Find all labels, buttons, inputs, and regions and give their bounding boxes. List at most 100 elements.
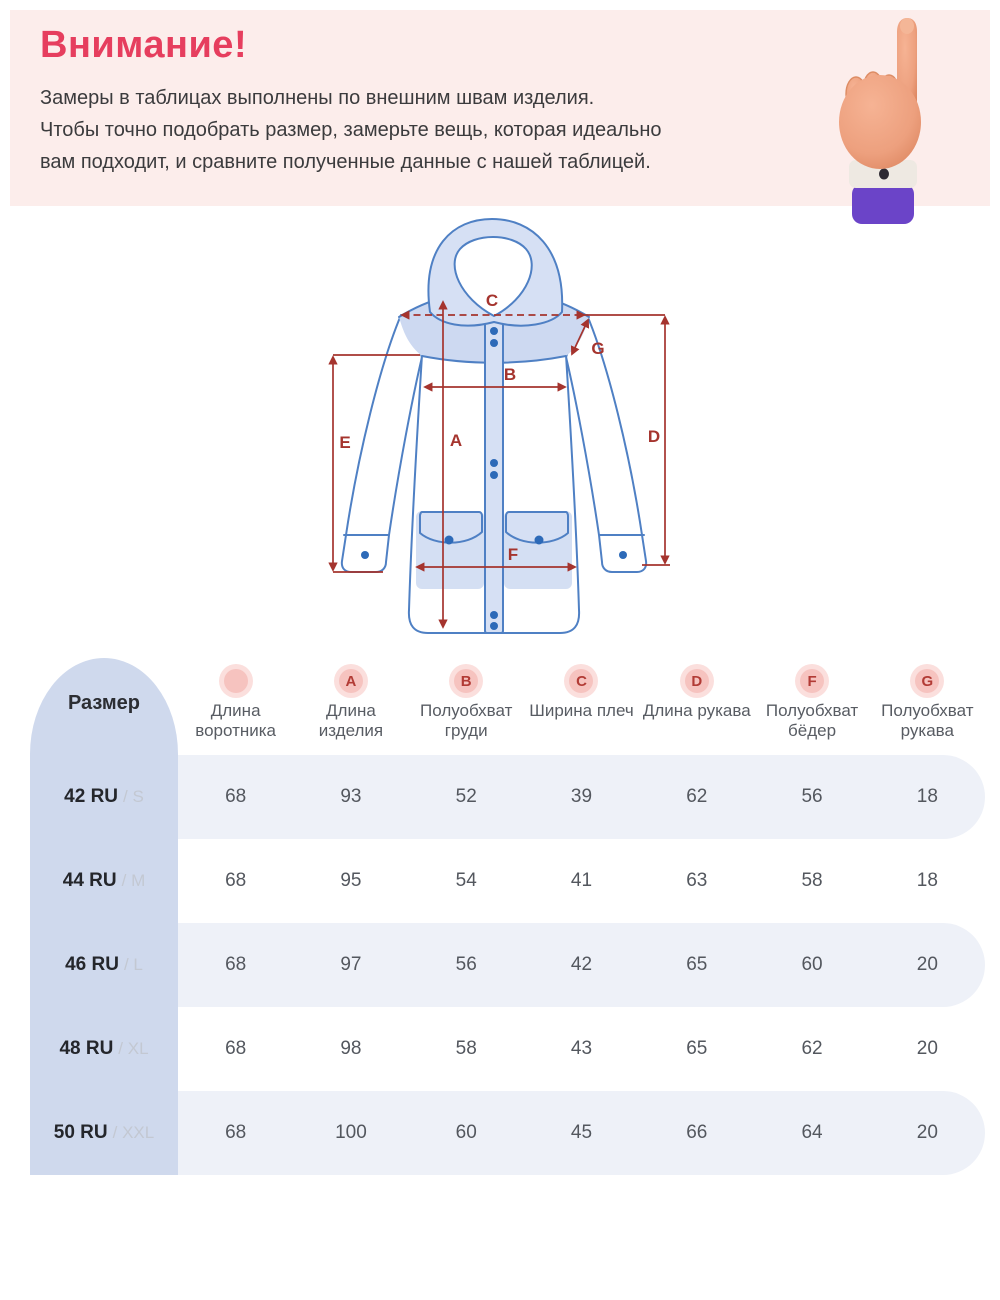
hood	[427, 218, 564, 327]
column-header-C: C Ширина плеч	[524, 660, 639, 755]
diagram-label-A: A	[450, 431, 462, 450]
cell-value: 66	[686, 1122, 708, 1143]
size-international: / L	[123, 955, 143, 974]
size-ru: 50 RU	[53, 1122, 108, 1143]
left-pocket-button	[444, 535, 454, 545]
placket-button	[490, 459, 498, 467]
size-ru: 46 RU	[65, 954, 119, 975]
row-band	[178, 1091, 985, 1175]
right-cuff-button	[619, 551, 627, 559]
column-label: Длина рукава	[642, 701, 751, 720]
cell-value: 54	[455, 870, 477, 891]
row-band	[178, 923, 985, 1007]
fist	[839, 75, 921, 169]
size-ru: 48 RU	[59, 1038, 114, 1059]
placket-button	[490, 471, 498, 479]
cell-value: 97	[340, 954, 362, 975]
cell-value: 58	[801, 870, 823, 891]
cell-value: 100	[335, 1122, 367, 1143]
cell-value: 93	[340, 786, 362, 807]
cuff-button	[879, 168, 889, 180]
cell-value: 43	[570, 1038, 593, 1059]
size-international: / M	[121, 871, 146, 890]
cell-value: 68	[225, 786, 247, 807]
column-header-collar: Длина воротника	[178, 660, 293, 755]
table-row-46ru: 46 RU / L 68 97 56 42 65 60 20	[30, 923, 985, 1007]
placket-button	[490, 327, 498, 335]
column-label: Полуобхват рукава	[881, 701, 974, 740]
cell-value: 98	[340, 1038, 362, 1059]
cell-value: 68	[225, 1038, 247, 1059]
left-pocket-flap	[419, 511, 483, 544]
cell-value: 60	[801, 954, 823, 975]
right-pocket-button	[534, 535, 544, 545]
measure-line-G	[570, 318, 590, 356]
cell-value: 56	[801, 786, 823, 807]
cell-value: 68	[225, 954, 247, 975]
row-band	[178, 755, 985, 839]
diagram-label-D: D	[648, 427, 660, 446]
diagram-label-C: C	[486, 291, 498, 310]
measure-badge	[218, 664, 253, 698]
column-header-F: F Полуобхват бёдер	[754, 660, 869, 755]
measure-badge-G: G	[910, 664, 945, 698]
measure-badge-F: F	[795, 664, 830, 698]
hood-opening-bg	[454, 237, 532, 316]
placket-button	[490, 339, 498, 347]
cell-value: 41	[570, 870, 593, 891]
measure-badge-B: B	[449, 664, 484, 698]
size-ru: 44 RU	[62, 870, 117, 891]
cell-value: 20	[916, 1122, 938, 1143]
cell-value: 20	[916, 954, 938, 975]
hand-sleeve	[852, 184, 914, 224]
cell-value: 62	[686, 786, 708, 807]
column-label: Полуобхват бёдер	[765, 701, 859, 740]
table-row-42ru: 42 RU / S 68 93 52 39 62 56 18	[30, 755, 985, 839]
column-header-G: G Полуобхват рукава	[870, 660, 985, 755]
cell-value: 56	[455, 954, 477, 975]
column-label: Ширина плеч	[529, 701, 634, 720]
column-label: Полуобхват груди	[420, 701, 513, 740]
cell-value: 65	[686, 954, 708, 975]
size-ru: 42 RU	[64, 786, 119, 807]
banner-title: Внимание!	[40, 24, 248, 66]
diagram-label-G: G	[591, 339, 604, 358]
cell-value: 39	[570, 786, 593, 807]
size-international: / XXL	[112, 1123, 155, 1142]
size-international: / XL	[118, 1039, 149, 1058]
cell-value: 68	[225, 1122, 247, 1143]
diagram-label-F: F	[508, 545, 518, 564]
column-header-A: A Длина изделия	[293, 660, 408, 755]
diagram-label-B: B	[504, 365, 516, 384]
left-cuff-button	[361, 551, 369, 559]
cell-value: 65	[686, 1038, 708, 1059]
cell-value: 45	[570, 1122, 593, 1143]
placket-button	[490, 611, 498, 619]
left-sleeve	[340, 314, 423, 573]
table-header: Длина воротника A Длина изделия B Полуоб…	[178, 660, 985, 755]
column-header-B: B Полуобхват груди	[409, 660, 524, 755]
cell-value: 42	[570, 954, 593, 975]
cell-value: 58	[455, 1038, 477, 1059]
finger-tip	[900, 18, 914, 34]
cell-value: 64	[801, 1122, 823, 1143]
cell-value: 63	[686, 870, 708, 891]
cell-value: 18	[916, 870, 938, 891]
cell-value: 95	[340, 870, 362, 891]
right-sleeve	[565, 314, 648, 573]
measure-badge-D: D	[679, 664, 714, 698]
column-header-D: D Длина рукава	[639, 660, 754, 755]
cell-value: 60	[455, 1122, 477, 1143]
banner-text: Замеры в таблицах выполнены по внешним ш…	[40, 82, 662, 178]
table-row-50ru: 50 RU / XXL 68 100 60 45 66 64 20	[30, 1091, 985, 1175]
cell-value: 62	[801, 1038, 823, 1059]
column-label: Длина воротника	[195, 701, 277, 740]
size-column-header: Размер	[67, 692, 141, 714]
size-international: / S	[123, 787, 144, 806]
cell-value: 18	[916, 786, 938, 807]
measure-badge-A: A	[333, 664, 368, 698]
diagram-label-E: E	[339, 433, 350, 452]
cell-value: 52	[455, 786, 477, 807]
measure-badge-C: C	[564, 664, 599, 698]
banner-line: вам подходит, и сравните полученные данн…	[40, 151, 651, 173]
